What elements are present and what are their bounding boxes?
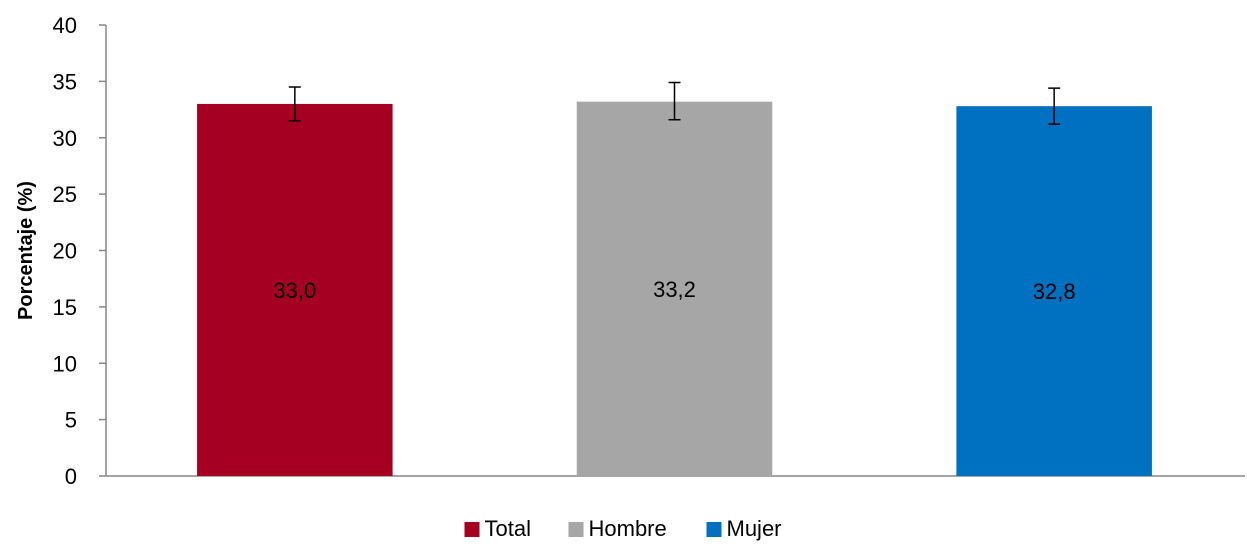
y-tick-label: 5 xyxy=(65,408,77,433)
legend-label-total: Total xyxy=(485,516,531,541)
y-tick-label: 25 xyxy=(53,182,77,207)
bars xyxy=(197,101,1152,477)
legend-label-mujer: Mujer xyxy=(727,516,782,541)
legend-swatch-mujer xyxy=(706,522,722,537)
data-label-total: 33,0 xyxy=(273,278,316,303)
y-ticks: 0 5 10 15 20 25 30 35 40 xyxy=(53,13,106,489)
error-bars xyxy=(288,81,1061,125)
bar-mujer xyxy=(956,106,1152,477)
y-tick-label: 0 xyxy=(65,464,77,489)
y-tick-label: 15 xyxy=(53,295,77,320)
legend: Total Hombre Mujer xyxy=(464,516,782,541)
y-axis-label: Porcentaje (%) xyxy=(15,181,37,320)
legend-swatch-hombre xyxy=(568,522,584,537)
data-label-hombre: 33,2 xyxy=(653,277,696,302)
bar-total xyxy=(197,103,393,477)
y-tick-label: 40 xyxy=(53,13,77,38)
data-label-mujer: 32,8 xyxy=(1033,279,1076,304)
legend-label-hombre: Hombre xyxy=(589,516,667,541)
y-tick-label: 20 xyxy=(53,239,77,264)
legend-swatch-total xyxy=(464,522,480,537)
y-tick-label: 35 xyxy=(53,69,77,94)
y-tick-label: 30 xyxy=(53,126,77,151)
y-tick-label: 10 xyxy=(53,351,77,376)
data-labels: 33,0 33,2 32,8 xyxy=(273,277,1075,304)
bar-hombre xyxy=(576,101,773,477)
